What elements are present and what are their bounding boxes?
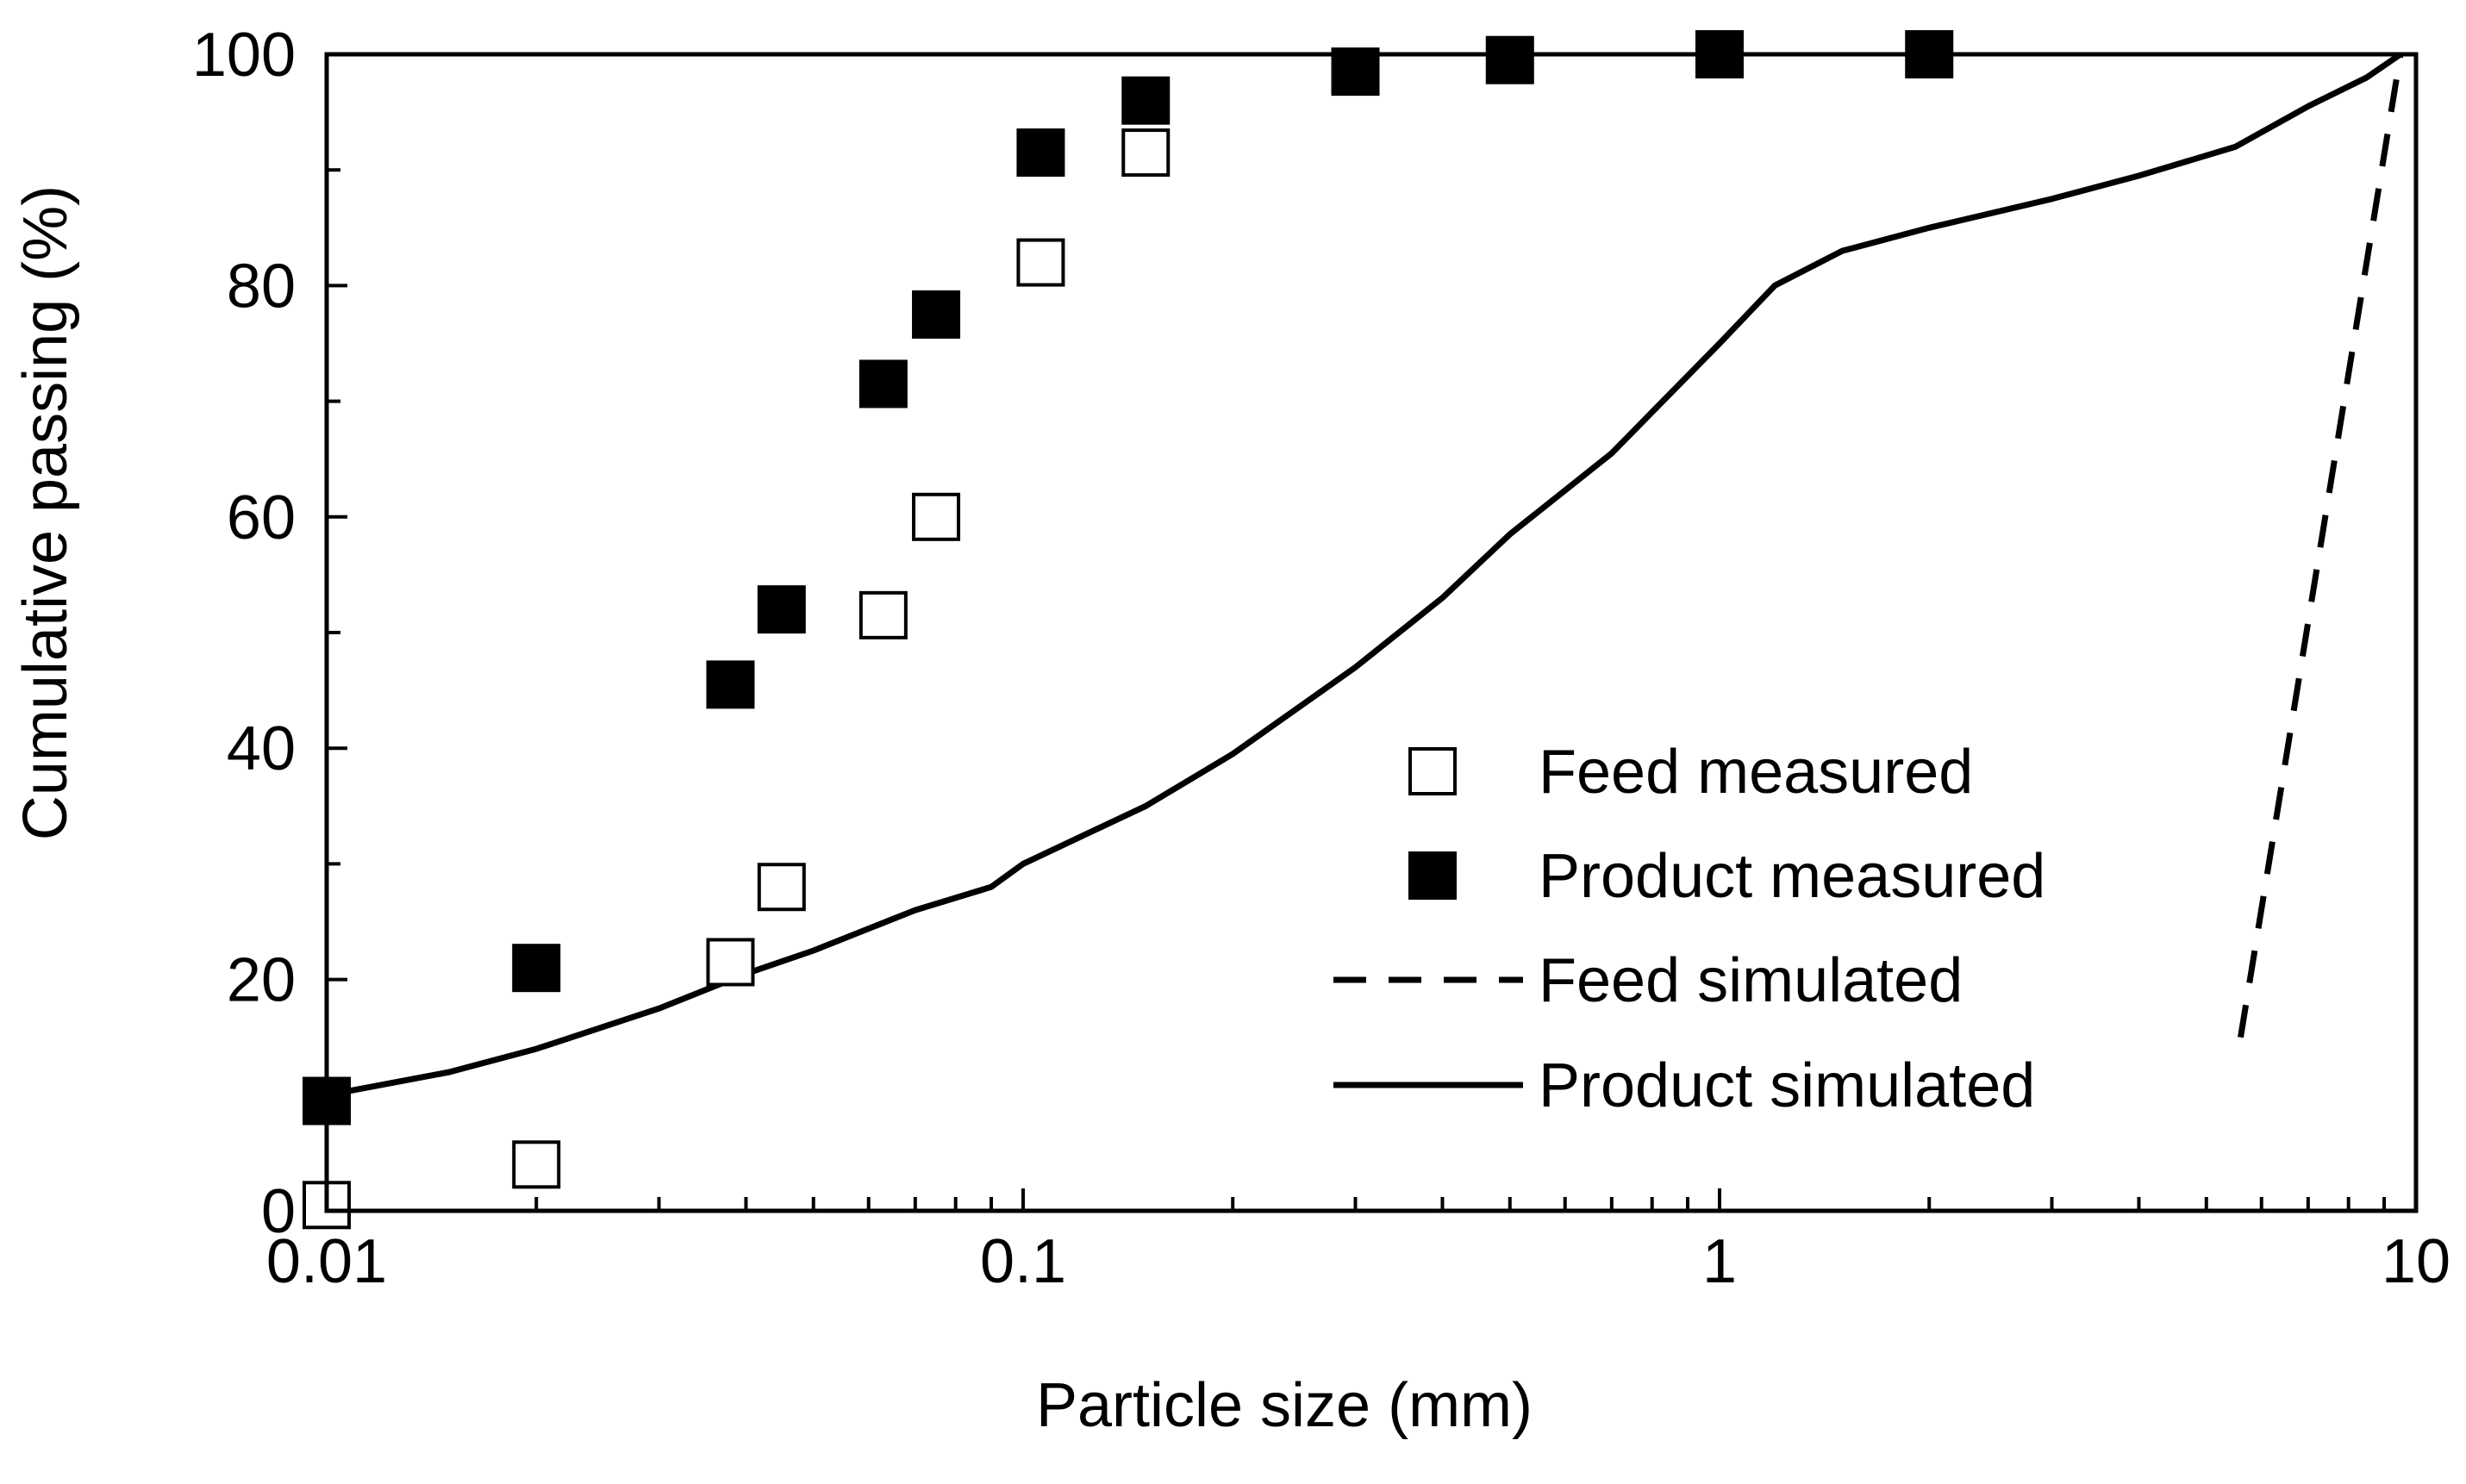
product-simulated-line [326, 52, 2402, 1099]
feed-measured-point [757, 863, 806, 912]
product-measured-point [1485, 35, 1534, 84]
y-tick-label: 100 [192, 21, 296, 90]
product-measured-point [512, 944, 561, 993]
x-axis-title: Particle size (mm) [1036, 1371, 1533, 1440]
x-tick-label: 0.01 [266, 1227, 387, 1296]
feed-measured-point [512, 1140, 561, 1189]
feed-measured-point [1121, 128, 1171, 178]
feed-measured-point [912, 492, 961, 541]
legend: Feed measured Product measured Feed simula… [1333, 738, 2045, 1120]
y-tick-label: 60 [227, 483, 296, 552]
legend-label: Product measured [1539, 842, 2045, 911]
x-tick-label: 1 [1702, 1227, 1737, 1296]
product-measured-point [858, 359, 908, 408]
x-tick-label: 10 [2382, 1227, 2450, 1296]
feed-measured-point [1016, 238, 1065, 287]
plot-frame [324, 52, 2419, 1213]
y-tick-label: 80 [227, 252, 296, 321]
product-measured-point [1016, 128, 1065, 178]
y-tick-label: 0 [261, 1177, 296, 1246]
y-tick-label: 40 [227, 714, 296, 783]
product-measured-point [912, 290, 961, 339]
feed-simulated-line [2238, 53, 2404, 1038]
series-points [303, 30, 1954, 1230]
legend-marker [1408, 747, 1457, 795]
y-tick-label: 20 [227, 946, 296, 1015]
legend-label: Feed measured [1539, 738, 1973, 807]
product-measured-point [1331, 47, 1380, 97]
product-measured-point [757, 585, 806, 634]
product-measured-point [1121, 76, 1171, 125]
tick-labels: 0 20 40 60 80 100 0.01 0.1 1 10 [192, 21, 2450, 1296]
legend-label: Product simulated [1539, 1051, 2035, 1120]
feed-measured-point [706, 938, 755, 987]
axes [324, 52, 2419, 1213]
x-tick-label: 0.1 [980, 1227, 1066, 1296]
series-lines [326, 52, 2404, 1099]
legend-label: Feed simulated [1539, 946, 1963, 1015]
feed-measured-point [858, 590, 908, 639]
y-axis-title: Cumulative passing (%) [11, 185, 80, 840]
legend-marker [1408, 851, 1457, 900]
product-measured-point [706, 660, 755, 709]
